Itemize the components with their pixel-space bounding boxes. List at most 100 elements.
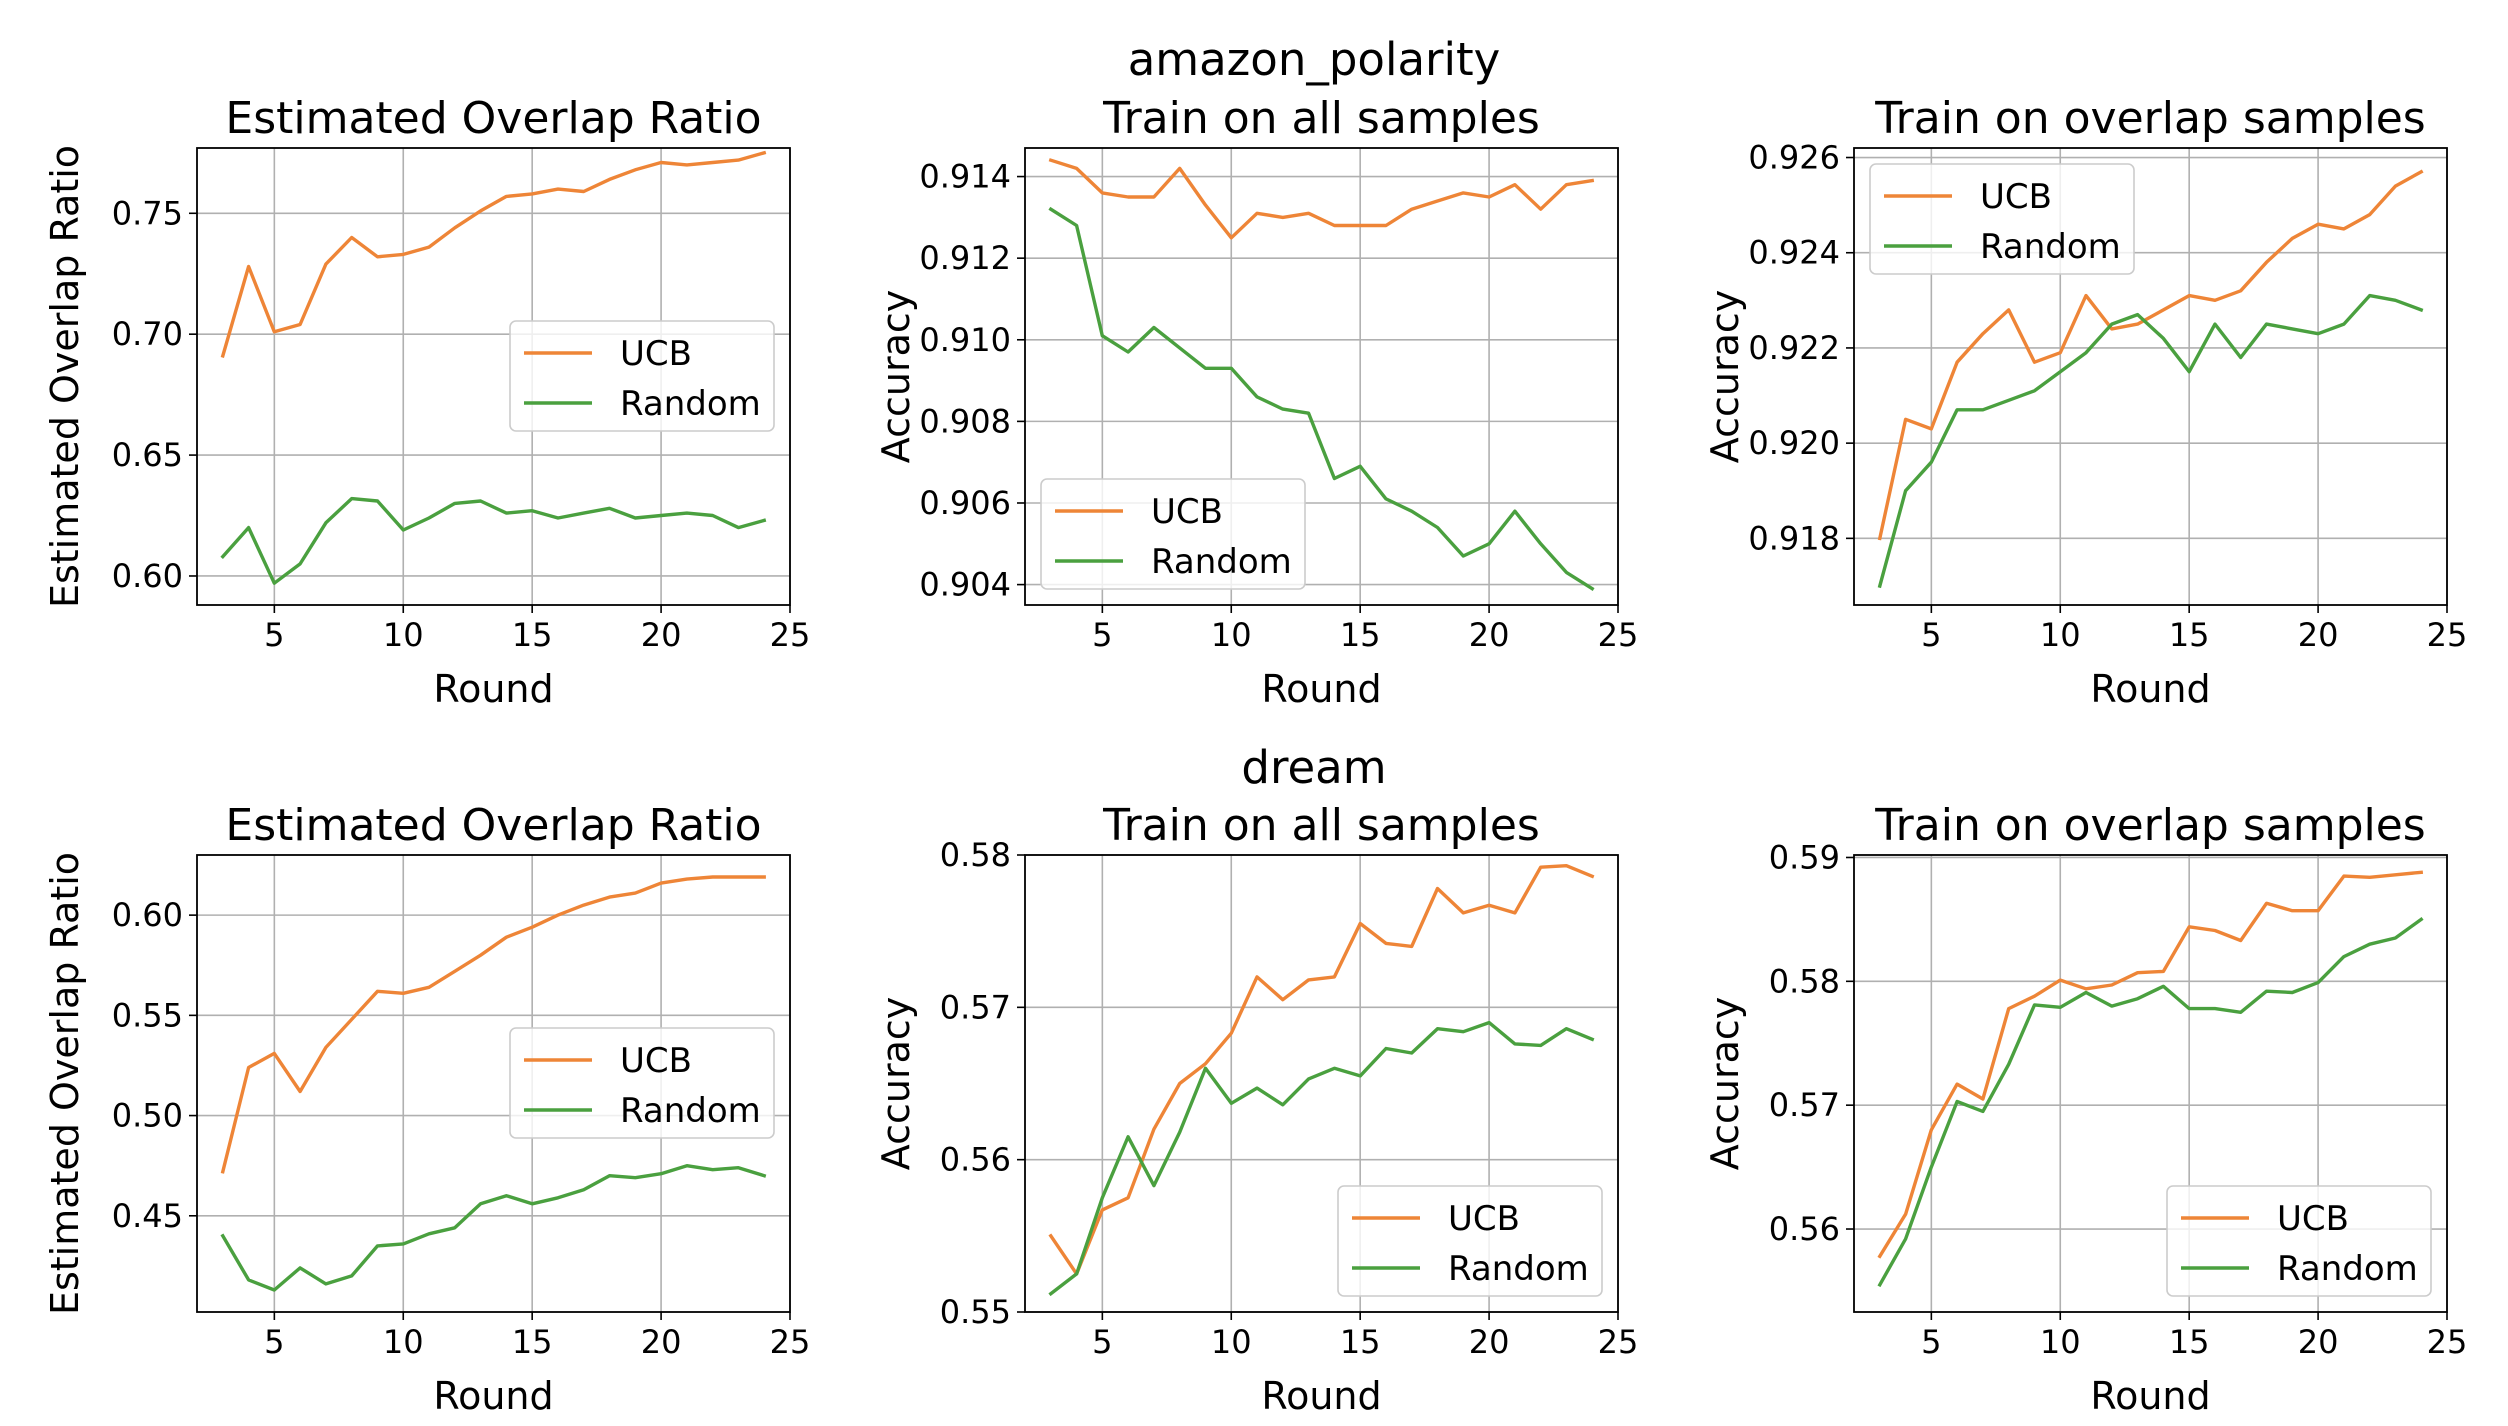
chart-title: Train on all samples [1102, 93, 1540, 144]
legend-label-ucb: UCB [620, 1041, 692, 1081]
x-tick-label: 25 [2427, 616, 2468, 654]
x-tick-label: 15 [512, 1323, 553, 1361]
legend: UCB Random [1337, 1185, 1603, 1297]
y-tick-label: 0.58 [1769, 962, 1840, 1000]
y-axis-label: Estimated Overlap Ratio [43, 145, 87, 608]
y-tick-label: 0.908 [919, 402, 1011, 440]
y-axis-label: Accuracy [1703, 997, 1747, 1171]
y-tick-label: 0.56 [940, 1141, 1011, 1179]
series-line-ucb [1877, 870, 2424, 1259]
series-line-ucb [1048, 158, 1595, 240]
row-title-amazon-polarity: amazon_polarity [1128, 33, 1501, 86]
chart-panel-2: 5 10 15 20 25 0.904 0.906 0.908 0.910 0.912 0.914 R… [874, 93, 1638, 711]
legend-label-random: Random [1448, 1249, 1589, 1289]
legend-label-ucb: UCB [1151, 492, 1223, 532]
plot-frame [1853, 147, 2448, 606]
legend: UCB Random [2166, 1185, 2432, 1297]
legend: UCB Random [509, 1027, 775, 1139]
chart-title: Train on overlap samples [1874, 93, 2425, 144]
x-tick-label: 5 [1921, 1323, 1941, 1361]
x-tick-label: 25 [2427, 1323, 2468, 1361]
y-axis-label: Estimated Overlap Ratio [43, 852, 87, 1315]
x-tick-label: 20 [2298, 1323, 2339, 1361]
plot-frame [196, 147, 791, 606]
x-tick-label: 20 [1469, 1323, 1510, 1361]
series-line-random [1877, 917, 2424, 1288]
y-tick-label: 0.70 [112, 315, 183, 353]
x-tick-label: 25 [770, 616, 811, 654]
x-tick-label: 25 [770, 1323, 811, 1361]
x-tick-label: 20 [2298, 616, 2339, 654]
legend-label-random: Random [620, 384, 761, 424]
y-tick-label: 0.45 [112, 1197, 183, 1235]
x-tick-label: 5 [1092, 1323, 1112, 1361]
x-axis-label: Round [1261, 1374, 1381, 1418]
chart-title: Estimated Overlap Ratio [225, 800, 761, 851]
chart-title: Train on overlap samples [1874, 800, 2425, 851]
plot-frame [1024, 854, 1619, 1313]
y-tick-label: 0.910 [919, 321, 1011, 359]
chart-panel-4: 5 10 15 20 25 0.45 0.50 0.55 0.60 Round Estimated … [43, 800, 810, 1418]
y-tick-label: 0.906 [919, 484, 1011, 522]
legend-label-random: Random [1980, 227, 2121, 267]
legend-label-random: Random [620, 1091, 761, 1131]
x-tick-label: 20 [641, 616, 682, 654]
series-line-ucb [1877, 169, 2424, 541]
y-tick-label: 0.926 [1748, 139, 1840, 177]
y-tick-label: 0.924 [1748, 234, 1840, 272]
chart-panel-6: 5 10 15 20 25 0.56 0.57 0.58 0.59 Round Accuracy Tr… [1703, 800, 2467, 1418]
chart-title: Estimated Overlap Ratio [225, 93, 761, 144]
y-tick-label: 0.65 [112, 436, 183, 474]
y-tick-label: 0.60 [112, 896, 183, 934]
x-tick-label: 10 [1211, 1323, 1252, 1361]
y-tick-label: 0.912 [919, 239, 1011, 277]
x-tick-label: 15 [1340, 616, 1381, 654]
x-axis-label: Round [433, 1374, 553, 1418]
x-tick-label: 25 [1598, 1323, 1639, 1361]
series-line-ucb [220, 150, 767, 359]
y-tick-label: 0.920 [1748, 424, 1840, 462]
x-tick-label: 20 [1469, 616, 1510, 654]
y-tick-label: 0.55 [940, 1293, 1011, 1331]
y-tick-label: 0.60 [112, 557, 183, 595]
y-tick-label: 0.57 [1769, 1086, 1840, 1124]
y-tick-label: 0.922 [1748, 329, 1840, 367]
legend-label-random: Random [1151, 542, 1292, 582]
chart-panel-3: 5 10 15 20 25 0.918 0.920 0.922 0.924 0.926 Round A… [1703, 93, 2467, 711]
x-tick-label: 5 [264, 616, 284, 654]
plot-frame [196, 854, 791, 1313]
x-tick-label: 15 [2169, 1323, 2210, 1361]
chart-title: Train on all samples [1102, 800, 1540, 851]
y-tick-label: 0.918 [1748, 519, 1840, 557]
legend: UCB Random [1040, 478, 1306, 590]
series-line-random [1877, 293, 2424, 589]
x-axis-label: Round [2090, 667, 2210, 711]
plot-frame [1853, 854, 2448, 1313]
row-title-dream: dream [1241, 741, 1386, 794]
y-tick-label: 0.50 [112, 1097, 183, 1135]
x-tick-label: 10 [383, 616, 424, 654]
y-tick-label: 0.58 [940, 836, 1011, 874]
x-tick-label: 10 [383, 1323, 424, 1361]
series-line-ucb [220, 875, 766, 1174]
chart-panel-1: 5 10 15 20 25 0.60 0.65 0.70 0.75 Round Estimated … [43, 93, 810, 711]
y-tick-label: 0.57 [940, 988, 1011, 1026]
y-axis-label: Accuracy [874, 290, 918, 464]
y-tick-label: 0.914 [919, 158, 1011, 196]
x-tick-label: 15 [1340, 1323, 1381, 1361]
x-tick-label: 10 [2040, 1323, 2081, 1361]
legend-label-ucb: UCB [620, 334, 692, 374]
series-line-random [1048, 1020, 1595, 1297]
legend: UCB Random [1869, 163, 2135, 275]
x-tick-label: 20 [641, 1323, 682, 1361]
y-tick-label: 0.904 [919, 566, 1011, 604]
x-axis-label: Round [1261, 667, 1381, 711]
x-tick-label: 5 [1921, 616, 1941, 654]
x-axis-label: Round [433, 667, 553, 711]
x-tick-label: 5 [1092, 616, 1112, 654]
chart-panel-5: 5 10 15 20 25 0.55 0.56 0.57 0.58 Round Accuracy Tr… [874, 800, 1638, 1418]
x-axis-label: Round [2090, 1374, 2210, 1418]
x-tick-label: 25 [1598, 616, 1639, 654]
legend: UCB Random [509, 320, 775, 432]
